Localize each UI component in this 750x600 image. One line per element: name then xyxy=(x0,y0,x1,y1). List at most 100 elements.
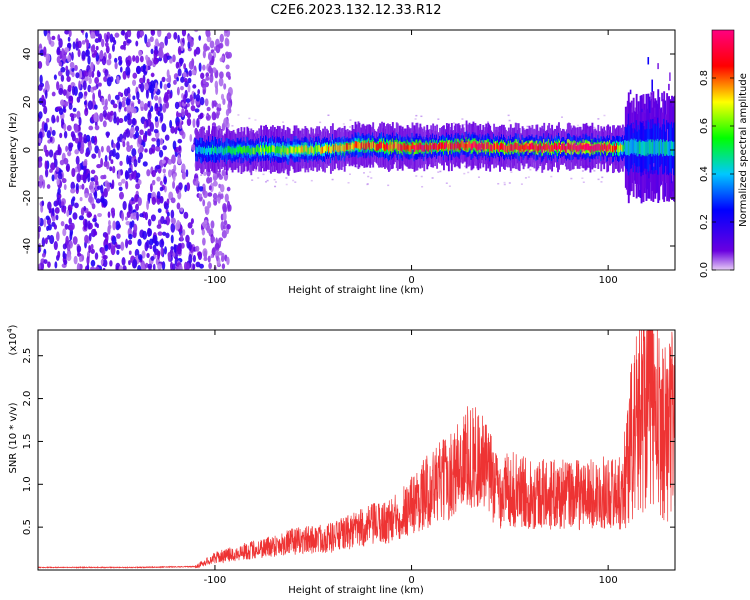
spectrogram-noise-cell xyxy=(177,34,180,44)
spectrogram-noise-cell xyxy=(45,117,50,123)
spectrogram-noise-cell xyxy=(128,250,132,255)
spectrogram-faint-cell xyxy=(251,179,254,181)
spectrogram-noise-cell xyxy=(38,263,41,270)
spectrogram-faint-cell xyxy=(348,173,351,175)
spectrogram-signal-cell xyxy=(211,144,214,152)
spectrogram-noise-cell xyxy=(158,96,162,106)
spectrogram-signal-cell xyxy=(425,142,428,150)
spectrogram-noise-cell xyxy=(212,180,218,187)
spectrogram-noise-cell xyxy=(68,30,72,38)
spectrogram-signal-cell xyxy=(601,143,604,150)
spectrogram-signal-cell xyxy=(414,144,417,152)
spectrogram-signal-cell xyxy=(307,147,310,155)
spectrogram-signal-cell xyxy=(308,147,311,155)
spectrogram-signal-cell xyxy=(223,148,226,156)
spectrogram-noise-cell xyxy=(70,181,76,190)
spectrogram-signal-cell xyxy=(230,147,233,154)
spectrogram-signal-cell xyxy=(360,143,363,150)
spectrogram-noise-cell xyxy=(202,199,206,207)
spectrogram-signal-cell xyxy=(211,147,213,155)
spectrogram-faint-cell xyxy=(597,178,600,181)
spectrogram-signal-cell xyxy=(302,146,305,154)
spectrogram-noise-cell xyxy=(91,53,96,58)
spectrogram-signal-cell xyxy=(397,143,400,151)
spectrogram-signal-cell xyxy=(502,143,505,151)
spectrogram-noise-cell xyxy=(76,262,81,270)
spectrogram-noise-cell xyxy=(175,61,180,69)
spectrogram-noise-cell xyxy=(176,121,180,126)
spectrogram-noise-cell xyxy=(130,212,134,220)
spectrogram-signal-cell xyxy=(496,142,498,150)
spectrogram-noise-cell xyxy=(140,263,145,270)
spectrogram-signal-cell xyxy=(504,144,507,152)
spectrogram-noise-cell xyxy=(206,36,212,43)
spectrogram-signal-cell xyxy=(420,142,423,150)
spectrogram-noise-cell xyxy=(117,55,122,62)
spectrogram-signal-cell xyxy=(405,145,408,153)
snr-y-tick-label: 1.5 xyxy=(22,433,33,449)
spectrogram-noise-cell xyxy=(137,197,142,206)
spectrogram-signal-cell xyxy=(268,146,270,153)
spectrogram-signal-cell xyxy=(321,146,324,154)
spectrogram-signal-cell xyxy=(313,148,316,155)
spectrogram-noise-cell xyxy=(106,132,110,138)
spectrogram-noise-cell xyxy=(88,232,92,242)
spectrogram-panel: -100 0 100 -40 -20 0 20 40 Height of straight … xyxy=(8,29,676,296)
spectrogram-noise-cell xyxy=(156,191,161,200)
spectrogram-noise-cell xyxy=(122,200,127,211)
spectrogram-noise-cell xyxy=(55,166,60,172)
spectrogram-signal-cell xyxy=(284,145,287,153)
spectrogram-signal-cell xyxy=(576,144,579,152)
spectrogram-noise-cell xyxy=(132,212,138,220)
colorbar-gradient xyxy=(711,29,735,271)
spectrogram-noise-cell xyxy=(122,141,126,148)
spectrogram-signal-cell xyxy=(238,146,241,153)
spectrogram-noise-cell xyxy=(108,53,112,60)
spectrogram-noise-cell xyxy=(198,62,202,72)
spectrogram-noise-cell xyxy=(153,49,158,60)
spectrogram-signal-cell xyxy=(418,143,421,150)
spectrogram-noise-cell xyxy=(136,65,142,75)
spectrogram-signal-cell xyxy=(591,142,594,150)
spectrogram-signal-cell xyxy=(554,142,556,150)
spectrogram-signal-cell xyxy=(483,144,486,151)
spectrogram-noise-cell xyxy=(166,82,171,89)
spectrogram-signal-cell xyxy=(392,144,395,151)
spectrogram-noise-cell xyxy=(204,98,209,107)
spectrogram-noise-cell xyxy=(81,40,86,45)
spectrogram-noise-cell xyxy=(148,147,153,155)
spectrogram-signal-cell xyxy=(371,142,374,150)
spectrogram-signal-cell xyxy=(335,143,338,151)
spectrogram-signal-cell xyxy=(608,144,611,152)
spectrogram-noise-cell xyxy=(72,212,78,220)
spectrogram-faint-cell xyxy=(349,126,352,128)
spectrogram-signal-cell xyxy=(455,143,458,151)
spectrogram-noise-cell xyxy=(38,180,43,189)
spectrogram-noise-cell xyxy=(66,125,72,132)
spectrogram-signal-cell xyxy=(613,145,615,153)
spectrogram-noise-cell xyxy=(62,243,67,250)
spectrogram-noise-cell xyxy=(146,252,150,259)
spectrogram-noise-cell xyxy=(111,235,117,245)
spectrogram-noise-cell xyxy=(146,227,152,237)
spectrogram-signal-cell xyxy=(533,145,536,152)
spectrogram-noise-cell xyxy=(167,252,171,263)
spectrogram-noise-cell xyxy=(123,40,127,47)
spectrogram-signal-cell xyxy=(453,143,456,150)
spectrogram-signal-cell xyxy=(368,140,371,148)
spectrogram-noise-cell xyxy=(126,59,131,68)
spectrogram-noise-cell xyxy=(104,244,109,252)
spectrogram-noise-cell xyxy=(63,130,68,139)
spectrogram-noise-cell xyxy=(147,111,152,121)
spectrogram-noise-cell xyxy=(155,164,161,170)
spectrogram-signal-cell xyxy=(252,147,255,154)
spectrogram-noise-cell xyxy=(226,256,230,266)
spectrogram-signal-cell xyxy=(285,148,288,155)
spectrogram-signal-cell xyxy=(422,144,425,152)
spectrogram-noise-cell xyxy=(108,219,111,226)
spectrogram-signal-cell xyxy=(430,142,433,150)
spectrogram-signal-cell xyxy=(565,146,568,153)
spectrogram-signal-cell xyxy=(300,146,303,153)
spectrogram-noise-cell xyxy=(65,235,69,245)
spectrogram-signal-cell xyxy=(594,145,597,152)
